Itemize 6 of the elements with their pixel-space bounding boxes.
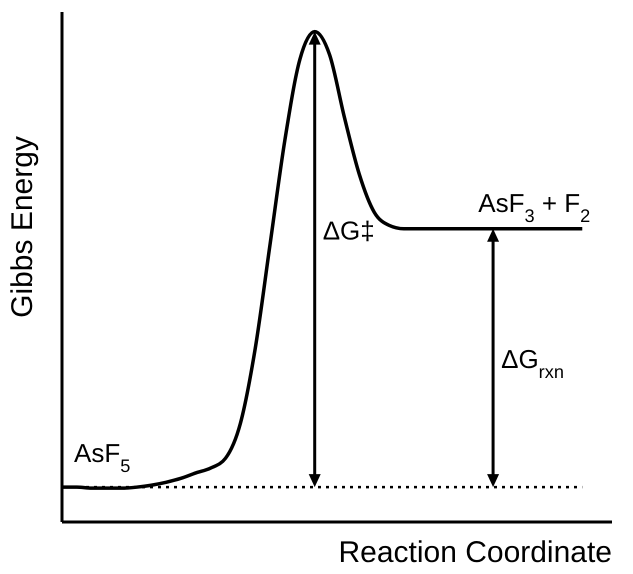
x-axis-title: Reaction Coordinate: [338, 536, 612, 569]
annotation: AsF$_{3}$ + F$_{2}$: [478, 188, 590, 226]
annotation: ΔG‡: [322, 215, 375, 246]
annotation: ΔG$_{rxn}$: [501, 344, 564, 382]
annotation: AsF$_{5}$: [74, 438, 130, 476]
y-axis-title: Gibbs Energy: [6, 136, 39, 318]
